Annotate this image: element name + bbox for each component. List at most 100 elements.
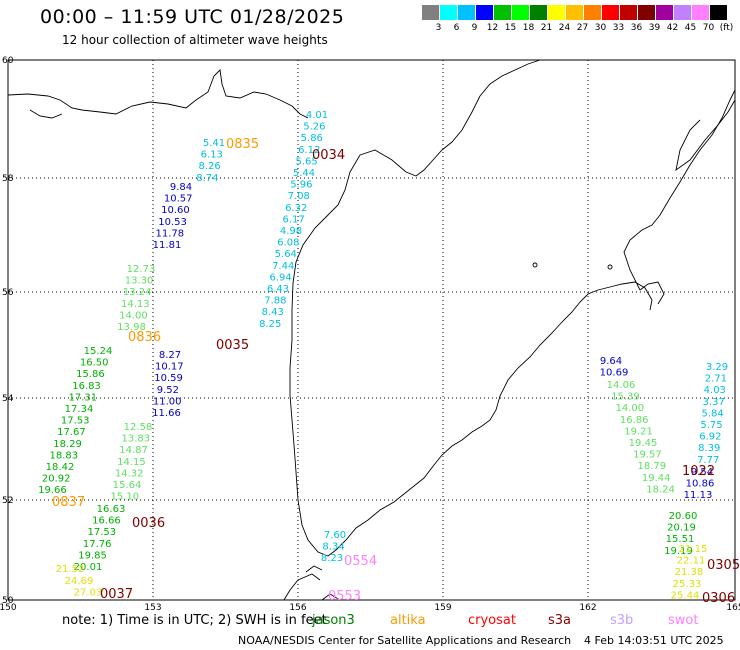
lat-tick-label: 50 — [2, 596, 14, 606]
scale-swatch — [548, 5, 565, 20]
satellite-legend-item: jason3 — [312, 613, 355, 628]
satellite-legend-item: altika — [390, 613, 426, 628]
axis-tick-labels: 150 153 156 159 162 165 60 58 56 54 52 50 — [0, 56, 740, 613]
scale-swatch — [530, 5, 547, 20]
wave-height-label: 15.24 — [84, 346, 113, 357]
wave-height-label: 17.34 — [65, 404, 94, 415]
coastline-east-peninsula — [675, 99, 736, 172]
pass-time-label: 0837 — [52, 495, 85, 510]
wave-height-label: 17.67 — [57, 427, 86, 438]
wave-height-label: 14.32 — [115, 468, 144, 479]
wave-height-label: 18.42 — [46, 462, 75, 473]
lon-tick-label: 150 — [0, 603, 17, 613]
wave-height-label: 15.86 — [76, 369, 105, 380]
wave-height-label: 6.43 — [267, 284, 289, 295]
wave-height-label: 13.98 — [117, 322, 146, 333]
wave-height-label: 13.30 — [125, 276, 154, 287]
wave-height-label: 19.19 — [664, 546, 693, 557]
wave-height-label: 11.78 — [155, 228, 184, 239]
wave-height-label: 6.32 — [285, 203, 307, 214]
scale-label: 24 — [558, 23, 571, 33]
footer-note: note: 1) Time is in UTC; 2) SWH is in fe… — [62, 613, 327, 628]
wave-height-label: 20.01 — [74, 562, 103, 573]
wave-height-label: 8.39 — [698, 443, 720, 454]
satellite-legend-item: cryosat — [468, 613, 516, 628]
wave-height-label: 5.75 — [700, 420, 722, 431]
wave-height-label: 7.44 — [272, 261, 294, 272]
wave-height-label: 6.12 — [298, 145, 320, 156]
wave-height-label: 17.31 — [68, 392, 97, 403]
wave-height-label: 6.92 — [699, 432, 721, 443]
wave-height-label: 7.08 — [288, 191, 310, 202]
wave-height-label: 19.21 — [624, 426, 653, 437]
island — [532, 262, 538, 268]
wave-height-label: 18.24 — [646, 484, 675, 495]
scale-swatch — [458, 5, 475, 20]
wave-height-label: 13.83 — [121, 434, 150, 445]
wave-height-label: 20.60 — [669, 511, 698, 522]
wave-height-label: 8.34 — [322, 542, 344, 553]
wave-height-label: 13.24 — [123, 287, 152, 298]
scale-label: 3 — [435, 23, 442, 33]
wave-height-label: 19.66 — [38, 485, 67, 496]
wave-height-label: 14.13 — [121, 299, 150, 310]
wave-height-label: 20.19 — [667, 523, 696, 534]
scale-label: 6 — [453, 23, 460, 33]
wave-height-label: 18.83 — [49, 450, 78, 461]
wave-height-label: 10.57 — [164, 194, 193, 205]
pass-time-label: 0553 — [328, 589, 361, 604]
pass-time-label: 1022 — [682, 464, 715, 479]
satellite-legend-item: swot — [668, 613, 699, 628]
wave-height-label: 5.84 — [701, 408, 723, 419]
wave-height-label: 17.53 — [87, 527, 116, 538]
wave-height-label: 9.52 — [157, 385, 179, 396]
wave-height-label: 7.88 — [264, 296, 286, 307]
satellite-legend-item: s3a — [548, 613, 572, 628]
wave-height-label: 8.43 — [262, 307, 284, 318]
wave-height-label: 19.45 — [629, 438, 658, 449]
coastline-commander-islands — [639, 281, 665, 305]
wave-height-label: 10.59 — [154, 373, 183, 384]
wave-height-label: 11.13 — [684, 490, 713, 501]
wave-height-label: 10.69 — [600, 368, 629, 379]
wave-height-label: 14.00 — [119, 310, 148, 321]
scale-label: 15 — [504, 23, 517, 33]
wave-height-label: 14.06 — [607, 380, 636, 391]
lon-tick-label: 156 — [289, 603, 306, 613]
wave-height-label: 6.94 — [269, 272, 291, 283]
scale-label: 70 — [702, 23, 715, 33]
scale-label: (ft) — [719, 23, 734, 33]
wave-height-label: 21.15 — [679, 544, 708, 555]
pass-time-label: 0305 — [707, 558, 740, 573]
scale-label: 27 — [576, 23, 589, 33]
scale-swatch — [512, 5, 529, 20]
scale-label: 18 — [522, 23, 535, 33]
wave-height-label: 17.53 — [61, 416, 90, 427]
wave-height-label: 10.86 — [686, 479, 715, 490]
wave-height-label: 21.38 — [675, 567, 704, 578]
wave-height-label: 8.74 — [196, 173, 218, 184]
scale-label: 39 — [648, 23, 661, 33]
scale-swatch — [422, 5, 439, 20]
wave-height-label: 16.50 — [80, 358, 109, 369]
scale-label: 45 — [684, 23, 697, 33]
scale-swatch — [476, 5, 493, 20]
wave-height-label: 8.23 — [321, 553, 343, 564]
scale-swatch — [566, 5, 583, 20]
pass-time-label: 0306 — [702, 591, 735, 606]
scale-swatch — [692, 5, 709, 20]
wave-height-label: 4.01 — [306, 110, 328, 121]
wave-height-label: 6.08 — [277, 238, 299, 249]
pass-time-label: 0034 — [312, 148, 345, 163]
wave-height-label: 19.44 — [642, 473, 671, 484]
wave-height-label: 14.00 — [615, 403, 644, 414]
wave-height-label: 6.17 — [282, 214, 304, 225]
lon-tick-label: 165 — [726, 603, 740, 613]
wave-height-label: 8.27 — [159, 350, 181, 361]
pass-time-label: 0836 — [128, 330, 161, 345]
wave-height-label: 19.57 — [633, 450, 662, 461]
coastline-magadan — [7, 69, 309, 119]
coastline — [7, 59, 736, 601]
wave-height-label: 8.25 — [259, 319, 281, 330]
